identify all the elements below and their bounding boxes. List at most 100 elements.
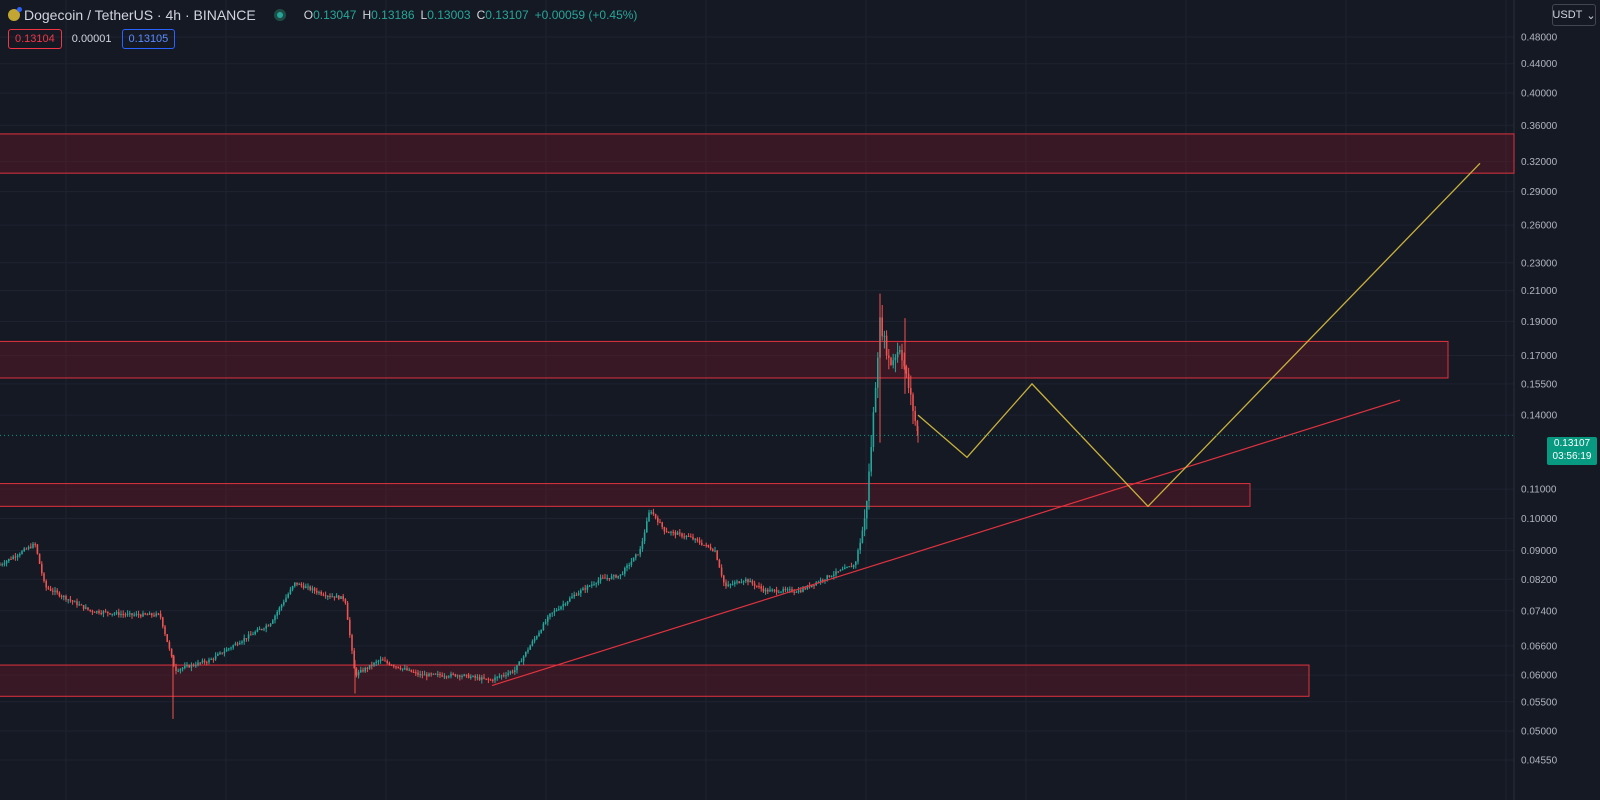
candle-body (166, 634, 168, 642)
candle-body (206, 662, 208, 664)
y-tick-label: 0.08200 (1521, 575, 1558, 586)
candle-body (254, 631, 256, 635)
candle-body (212, 659, 215, 661)
close-label: C (476, 8, 486, 22)
candle-body (740, 582, 743, 584)
candle-body (311, 588, 314, 590)
candle-body (536, 636, 538, 639)
candle-body (184, 665, 186, 668)
candle-body (179, 669, 182, 671)
candle-body (828, 575, 831, 577)
resistance-zone (0, 483, 1251, 507)
candle-body (877, 357, 879, 388)
candle-body (912, 394, 914, 412)
candle-body (346, 602, 349, 620)
candle-body (0, 564, 1, 566)
candle-body (628, 564, 630, 566)
candle-body (811, 585, 813, 587)
candle-body (177, 670, 179, 672)
candle-body (676, 532, 679, 535)
candle-body (153, 615, 155, 617)
candle-body (5, 561, 8, 564)
candle-body (404, 668, 406, 670)
candle-body (322, 594, 325, 596)
candle-body (47, 587, 50, 589)
candle-body (670, 531, 672, 533)
candle-body (731, 584, 734, 586)
candle-body (16, 555, 19, 558)
candle-body (522, 656, 525, 662)
candle-body (274, 615, 276, 621)
candle-body (445, 676, 448, 678)
candle-body (355, 668, 358, 676)
candle-body (914, 411, 916, 422)
candle-body (65, 596, 67, 600)
candle-body (199, 662, 201, 664)
symbol-name[interactable]: Dogecoin (24, 7, 84, 23)
candle-body (756, 585, 758, 587)
candle-body (500, 675, 503, 677)
candle-body (294, 582, 296, 587)
candle-body (885, 335, 888, 356)
candle-body (604, 577, 606, 579)
y-tick-label: 0.19000 (1521, 317, 1558, 328)
candle-body (272, 620, 274, 624)
candle-body (639, 548, 641, 555)
y-tick-label: 0.29000 (1521, 187, 1558, 198)
candle-body (373, 662, 375, 666)
candle-body (714, 550, 716, 552)
candle-body (52, 590, 54, 592)
candle-body (56, 590, 58, 593)
y-tick-label: 0.04550 (1521, 756, 1558, 767)
candle-body (624, 567, 626, 574)
candle-body (287, 594, 289, 598)
candle-body (388, 662, 391, 665)
candle-body (461, 675, 463, 677)
symbol-pair[interactable]: / TetherUS · 4h · BINANCE (87, 7, 256, 23)
sell-button[interactable]: 0.13104 (8, 29, 62, 49)
candle-body (705, 544, 707, 546)
candle-body (652, 512, 655, 515)
candle-body (329, 595, 331, 597)
buy-button[interactable]: 0.13105 (121, 29, 176, 49)
candle-body (839, 569, 842, 572)
candle-body (819, 579, 822, 583)
candle-body (234, 643, 237, 646)
symbol-header: Dogecoin / TetherUS · 4h · BINANCE O0.13… (8, 6, 637, 24)
candle-body (168, 641, 171, 649)
candle-body (164, 626, 166, 635)
candle-body (371, 664, 373, 666)
candle-body (93, 611, 96, 613)
candle-body (428, 673, 430, 677)
candle-body (745, 579, 747, 582)
candle-body (467, 674, 470, 679)
candle-body (619, 574, 622, 576)
y-tick-label: 0.32000 (1521, 157, 1558, 168)
candle-body (547, 616, 549, 622)
candle-body (888, 355, 890, 358)
currency-selector[interactable]: USDT ⌄ (1552, 4, 1596, 26)
candle-body (377, 660, 380, 662)
candle-body (439, 673, 441, 676)
candle-body (485, 678, 487, 680)
chevron-down-icon: ⌄ (1586, 9, 1596, 22)
candle-body (443, 676, 446, 678)
candle-body (857, 550, 859, 562)
candle-body (122, 613, 124, 615)
candle-body (892, 360, 894, 366)
candle-body (324, 595, 327, 597)
candle-body (261, 629, 263, 631)
candle-body (309, 586, 311, 590)
y-tick-label: 0.07400 (1521, 606, 1558, 617)
candle-body (349, 619, 351, 636)
candle-body (841, 569, 844, 571)
candle-body (751, 580, 754, 584)
candle-body (241, 641, 243, 644)
candle-body (25, 548, 28, 550)
candle-body (544, 621, 547, 624)
candle-body (353, 650, 355, 669)
candle-body (423, 674, 426, 676)
candle-body (245, 638, 248, 640)
candle-body (560, 606, 562, 610)
